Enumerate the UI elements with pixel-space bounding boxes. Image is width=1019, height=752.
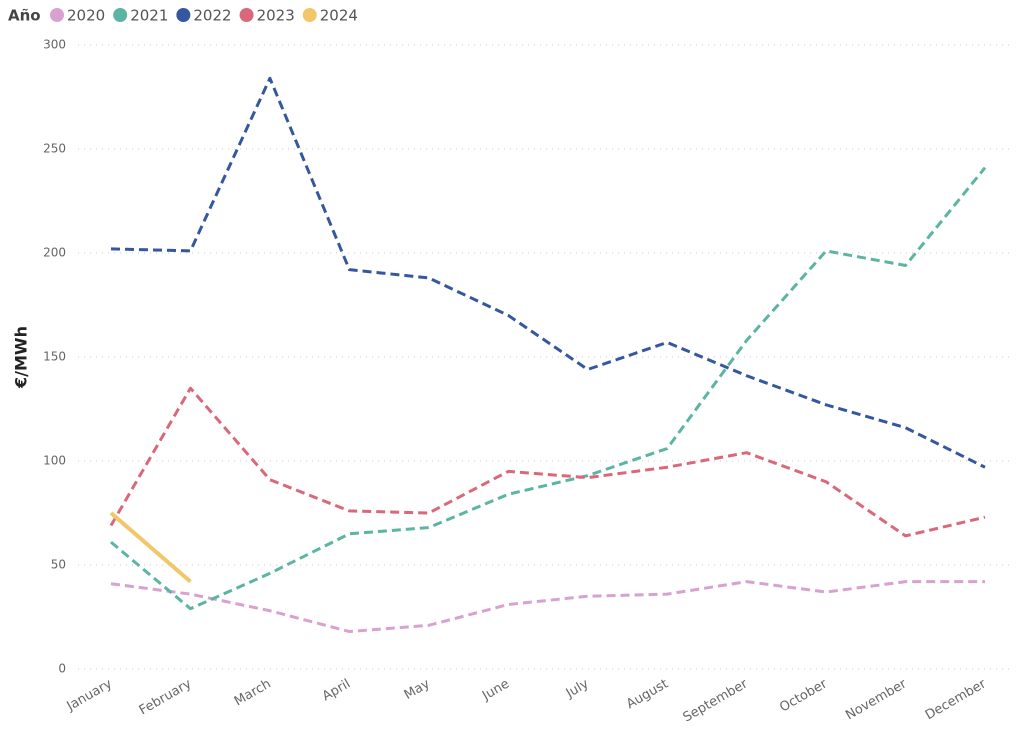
x-tick-label: June xyxy=(479,677,512,705)
x-tick-label: August xyxy=(624,677,671,713)
x-tick-label: April xyxy=(320,677,353,705)
y-tick-label: 250 xyxy=(43,142,66,156)
legend-swatch xyxy=(113,8,128,22)
x-tick-label: July xyxy=(563,676,592,701)
legend-label: 2021 xyxy=(130,7,168,25)
x-tick-label: November xyxy=(843,676,910,723)
x-tick-label: October xyxy=(777,676,830,715)
series-line xyxy=(110,76,986,469)
x-tick-label: January xyxy=(64,676,115,714)
y-tick-label: 150 xyxy=(43,350,66,364)
series-line xyxy=(109,386,986,538)
legend-swatch xyxy=(239,8,254,22)
legend-label: 2022 xyxy=(193,7,231,25)
y-axis-label: €/MWh xyxy=(12,326,31,389)
legend-swatch xyxy=(302,8,317,22)
x-tick-label: May xyxy=(402,676,433,703)
y-tick-label: 0 xyxy=(58,662,66,676)
legend-label: 2024 xyxy=(320,7,358,25)
y-tick-label: 50 xyxy=(51,558,66,572)
x-tick-label: March xyxy=(232,677,274,710)
series-line xyxy=(110,580,985,634)
legend-label: 2020 xyxy=(67,7,105,25)
series-line xyxy=(110,166,987,611)
x-tick-label: December xyxy=(923,676,989,723)
legend-label: 2023 xyxy=(257,7,295,25)
legend-swatch xyxy=(176,8,191,22)
y-tick-label: 200 xyxy=(43,246,66,260)
y-tick-label: 300 xyxy=(43,38,66,52)
y-tick-label: 100 xyxy=(43,454,66,468)
legend-swatch xyxy=(50,8,64,22)
x-tick-label: February xyxy=(137,676,195,718)
series-line xyxy=(109,511,192,584)
x-tick-label: September xyxy=(681,676,751,725)
legend-title: Año xyxy=(8,7,41,25)
